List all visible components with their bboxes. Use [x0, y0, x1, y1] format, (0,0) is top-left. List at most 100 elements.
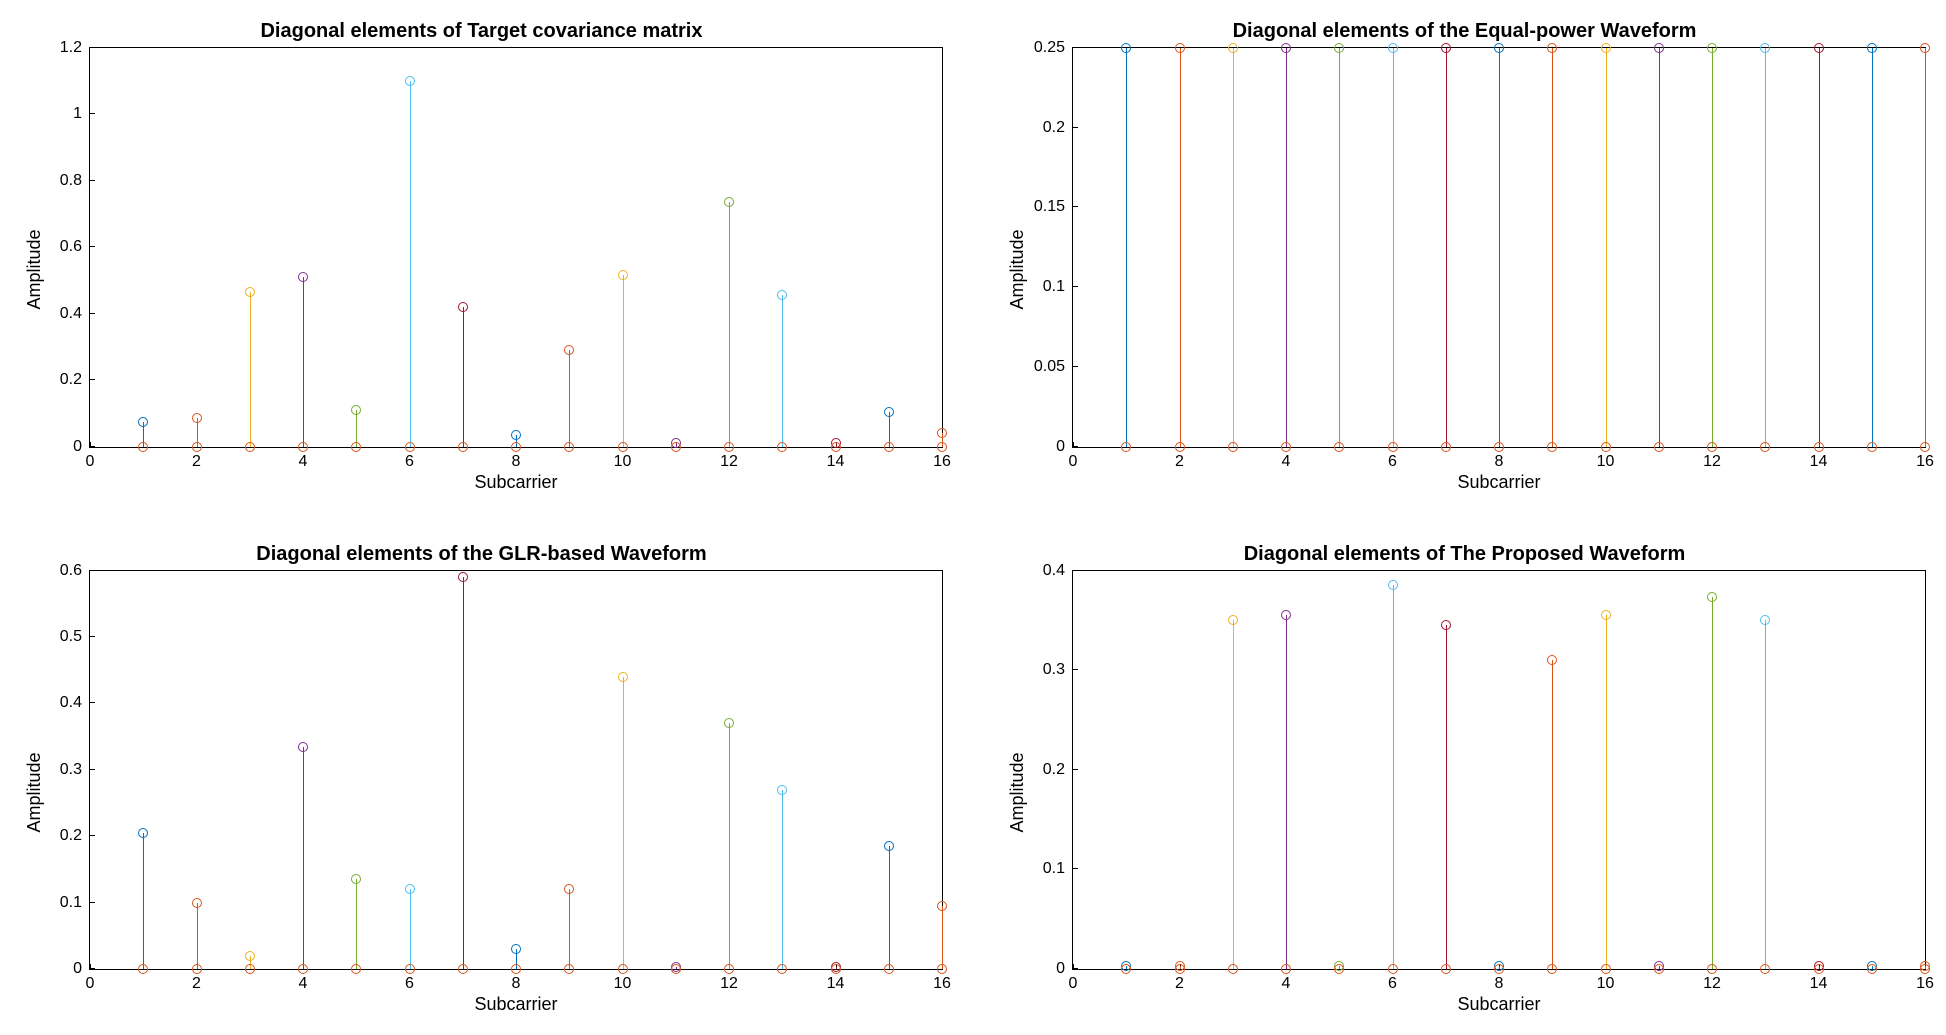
x-tick-label: 0 [1069, 969, 1078, 993]
stem-base-marker [1867, 964, 1877, 974]
y-tick-label: 1.2 [60, 39, 90, 57]
y-axis-label: Amplitude [1003, 570, 1032, 1016]
stem-line [1393, 48, 1394, 447]
stem-line [1552, 660, 1553, 969]
stem-line [1606, 48, 1607, 447]
stem-base-marker [1654, 442, 1664, 452]
stem-marker [1547, 655, 1557, 665]
stem-line [250, 292, 251, 446]
stem-base-marker [138, 442, 148, 452]
stem-base-marker [1707, 964, 1717, 974]
stem-marker [458, 572, 468, 582]
plot-area: 00.10.20.30.40.50.60246810121416 [89, 570, 943, 971]
plot-area: 00.10.20.30.40246810121416 [1072, 570, 1926, 971]
stem-line [889, 846, 890, 969]
stem-line [729, 202, 730, 446]
stem-marker [884, 841, 894, 851]
stem-line [623, 275, 624, 446]
y-tick-label: 0.5 [60, 628, 90, 646]
stem-line [197, 903, 198, 969]
stem-base-marker [1228, 442, 1238, 452]
y-tick-label: 0.05 [1034, 358, 1073, 376]
y-tick-label: 0.1 [60, 894, 90, 912]
stem-marker [192, 413, 202, 423]
stem-line [1446, 48, 1447, 447]
stem-line [1499, 48, 1500, 447]
stem-marker [1281, 43, 1291, 53]
stem-line [1659, 48, 1660, 447]
stem-base-marker [1654, 964, 1664, 974]
y-tick-label: 0.1 [1043, 860, 1073, 878]
stem-base-marker [1281, 964, 1291, 974]
stem-marker [511, 430, 521, 440]
stem-line [569, 350, 570, 446]
stem-marker [1760, 43, 1770, 53]
stem-base-marker [618, 964, 628, 974]
stem-marker [458, 302, 468, 312]
stem-base-marker [1760, 964, 1770, 974]
stem-base-marker [884, 442, 894, 452]
stem-base-marker [1281, 442, 1291, 452]
stem-base-marker [1707, 442, 1717, 452]
stem-base-marker [1867, 442, 1877, 452]
y-tick-label: 0.2 [1043, 761, 1073, 779]
stem-base-marker [937, 442, 947, 452]
plot-area: 00.050.10.150.20.250246810121416 [1072, 47, 1926, 448]
stem-marker [884, 407, 894, 417]
y-tick-label: 0.4 [60, 305, 90, 323]
y-tick-label: 0.4 [60, 694, 90, 712]
y-tick-label: 0.2 [60, 827, 90, 845]
stem-marker [351, 405, 361, 415]
stem-base-marker [671, 964, 681, 974]
stem-marker [1867, 43, 1877, 53]
stem-base-marker [724, 442, 734, 452]
stem-base-marker [1920, 964, 1930, 974]
y-tick-label: 1 [73, 105, 90, 123]
stem-line [303, 747, 304, 969]
stem-marker [564, 884, 574, 894]
stem-line [1765, 620, 1766, 969]
stem-base-marker [1175, 442, 1185, 452]
stem-base-marker [564, 964, 574, 974]
stem-marker [724, 197, 734, 207]
stem-base-marker [1547, 442, 1557, 452]
stem-base-marker [1814, 442, 1824, 452]
chart-grid: Diagonal elements of Target covariance m… [20, 20, 1926, 1015]
stem-base-marker [192, 442, 202, 452]
stem-marker [1441, 620, 1451, 630]
stem-line [1180, 48, 1181, 447]
stem-line [569, 889, 570, 969]
stem-marker [1175, 43, 1185, 53]
stem-line [782, 790, 783, 969]
stem-line [942, 906, 943, 969]
stem-base-marker [1121, 442, 1131, 452]
stem-base-marker [511, 442, 521, 452]
stem-base-marker [351, 964, 361, 974]
stem-marker [1707, 43, 1717, 53]
stem-base-marker [405, 442, 415, 452]
stem-base-marker [1388, 964, 1398, 974]
stem-line [410, 81, 411, 446]
stem-base-marker [671, 442, 681, 452]
stem-base-marker [1334, 442, 1344, 452]
stem-marker [1121, 43, 1131, 53]
stem-base-marker [458, 442, 468, 452]
stem-base-marker [405, 964, 415, 974]
stem-marker [1388, 580, 1398, 590]
stem-marker [937, 901, 947, 911]
chart-panel: Diagonal elements of the GLR-based Wavef… [20, 543, 943, 1016]
stem-line [1765, 48, 1766, 447]
stem-base-marker [298, 442, 308, 452]
stem-marker [1654, 43, 1664, 53]
x-tick-label: 0 [1069, 447, 1078, 471]
stem-marker [138, 417, 148, 427]
stem-base-marker [458, 964, 468, 974]
stem-marker [1334, 43, 1344, 53]
stem-base-marker [777, 964, 787, 974]
stem-line [1552, 48, 1553, 447]
stem-base-marker [1121, 964, 1131, 974]
stem-base-marker [937, 964, 947, 974]
stem-marker [1228, 43, 1238, 53]
stem-base-marker [1228, 964, 1238, 974]
stem-marker [298, 272, 308, 282]
